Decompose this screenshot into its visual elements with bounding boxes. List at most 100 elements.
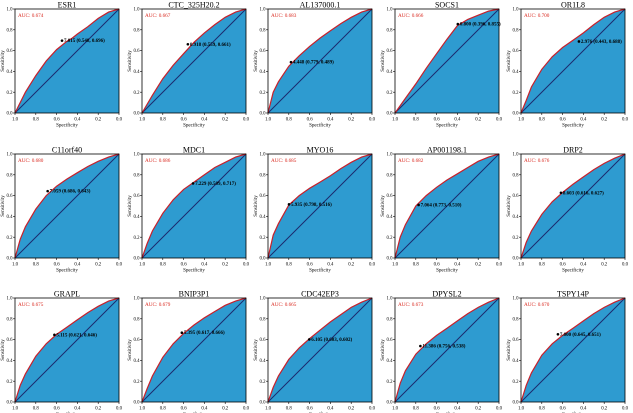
y-axis-title: Sensitivity <box>1 339 6 361</box>
y-tick-label: 0.2 <box>7 236 14 241</box>
y-tick-label: 0.6 <box>260 49 267 54</box>
x-tick-label: 0.4 <box>580 263 587 268</box>
x-tick-label: 0.6 <box>307 118 314 123</box>
x-tick-label: 1.0 <box>518 118 525 123</box>
cutoff-label: 7.229 (0.509, 0.717) <box>195 182 236 187</box>
roc-curve <box>141 8 247 114</box>
y-tick-label: 1.0 <box>513 8 520 13</box>
y-tick-label: 1.0 <box>260 153 267 158</box>
x-tick-label: 0.2 <box>95 263 102 268</box>
roc-panel: 7.000 (0.645, 0.651) AUC: 0.670 TSPY14P 1.0… <box>507 290 629 413</box>
x-tick-label: 0.4 <box>580 118 587 123</box>
y-axis-title: Sensitivity <box>254 195 259 217</box>
y-tick-label: 0.8 <box>260 317 267 322</box>
panel-title: MYO16 <box>307 146 334 155</box>
roc-panel: 7.064 (0.773, 0.510) AUC: 0.682AP001198.1… <box>381 146 503 274</box>
y-axis-title: Sensitivity <box>507 339 512 361</box>
plot-frame <box>141 297 247 403</box>
plot-frame <box>520 8 626 114</box>
x-tick-label: 1.0 <box>392 263 399 268</box>
x-axis-title: Specificity <box>562 269 584 274</box>
x-tick-label: 0.6 <box>181 118 188 123</box>
roc-curve <box>14 297 120 403</box>
panel-title: SOCS1 <box>435 1 459 10</box>
y-axis-title: Sensitivity <box>128 50 133 72</box>
panel-title: GRAPL <box>54 290 80 299</box>
x-tick-label: 0.0 <box>369 407 376 412</box>
reference-diagonal <box>520 153 626 259</box>
plot-frame <box>394 297 500 403</box>
y-tick-label: 0.6 <box>260 194 267 199</box>
y-axis-title: Sensitivity <box>1 50 6 72</box>
x-tick-label: 0.6 <box>181 407 188 412</box>
x-tick-label: 1.0 <box>12 263 19 268</box>
cutoff-label: 5.115 (0.621, 0.646) <box>56 333 97 338</box>
reference-diagonal <box>394 8 500 114</box>
roc-curve <box>267 8 373 114</box>
x-axis-title: Specificity <box>56 124 78 129</box>
x-tick-label: 0.2 <box>95 407 102 412</box>
x-tick-label: 0.2 <box>601 407 608 412</box>
cutoff-point <box>53 333 56 337</box>
y-tick-label: 0.8 <box>7 28 14 33</box>
panel-title: OR1L8 <box>561 1 585 10</box>
roc-curve <box>394 153 500 259</box>
y-tick-label: 1.0 <box>387 153 394 158</box>
y-tick-label: 0.6 <box>387 194 394 199</box>
y-tick-label: 1.0 <box>7 153 14 158</box>
cutoff-label: 11.386 (0.756, 0.538) <box>422 345 465 350</box>
roc-panel: 7.015 (0.548, 0.696) AUC: 0.674 ESR1 1.0 0.8… <box>1 1 123 129</box>
y-axis-title: Sensitivity <box>507 195 512 217</box>
x-tick-label: 1.0 <box>139 263 146 268</box>
x-tick-label: 0.4 <box>580 407 587 412</box>
reference-diagonal <box>14 8 120 114</box>
y-tick-label: 0.0 <box>7 112 14 117</box>
auc-label: AUC: 0.673 <box>398 302 424 308</box>
x-tick-label: 0.4 <box>201 407 208 412</box>
y-tick-label: 0.4 <box>260 359 267 364</box>
y-tick-label: 0.6 <box>513 338 520 343</box>
cutoff-label: 8.603 (0.616, 0.627) <box>563 191 604 196</box>
x-tick-label: 0.2 <box>475 407 482 412</box>
y-tick-label: 1.0 <box>7 8 14 13</box>
roc-panel: 6.105 (0.603, 0.602) AUC: 0.665 CDC42EP3 1.… <box>254 290 376 413</box>
cutoff-point <box>46 189 49 193</box>
auc-label: AUC: 0.680 <box>18 158 44 164</box>
x-tick-label: 0.8 <box>286 263 293 268</box>
y-tick-label: 0.0 <box>134 112 141 117</box>
plot-frame <box>394 153 500 259</box>
cutoff-point <box>559 191 563 195</box>
x-tick-label: 0.0 <box>116 263 123 268</box>
roc-curve <box>267 297 373 403</box>
auc-label: AUC: 0.675 <box>18 302 44 308</box>
x-tick-label: 1.0 <box>392 118 399 123</box>
y-tick-label: 1.0 <box>260 8 267 13</box>
roc-panel: 0.918 (0.559, 0.661) AUC: 0.667 CTC_325H20… <box>128 1 250 129</box>
y-tick-label: 0.0 <box>134 401 141 406</box>
panel-title: CTC_325H20.2 <box>168 1 219 10</box>
x-tick-label: 0.8 <box>413 118 420 123</box>
auc-label: AUC: 0.674 <box>18 13 44 19</box>
x-tick-label: 0.0 <box>496 118 503 123</box>
y-tick-label: 0.4 <box>513 215 520 220</box>
y-tick-label: 0.4 <box>513 70 520 75</box>
y-axis-title: Sensitivity <box>381 195 386 217</box>
cutoff-label: 0.918 (0.559, 0.661) <box>190 43 231 48</box>
y-tick-label: 0.8 <box>513 173 520 178</box>
y-tick-label: 0.4 <box>7 215 14 220</box>
plot-frame <box>14 153 120 259</box>
x-tick-label: 0.8 <box>160 118 167 123</box>
y-tick-label: 0.6 <box>260 338 267 343</box>
plot-frame <box>14 8 120 114</box>
x-axis-title: Specificity <box>436 124 458 129</box>
x-tick-label: 0.0 <box>496 263 503 268</box>
x-tick-label: 0.4 <box>74 118 81 123</box>
y-tick-label: 0.4 <box>513 359 520 364</box>
x-tick-label: 0.2 <box>601 118 608 123</box>
x-tick-label: 1.0 <box>392 407 399 412</box>
x-axis-title: Specificity <box>183 269 205 274</box>
reference-diagonal <box>394 153 500 259</box>
y-tick-label: 1.0 <box>260 297 267 302</box>
